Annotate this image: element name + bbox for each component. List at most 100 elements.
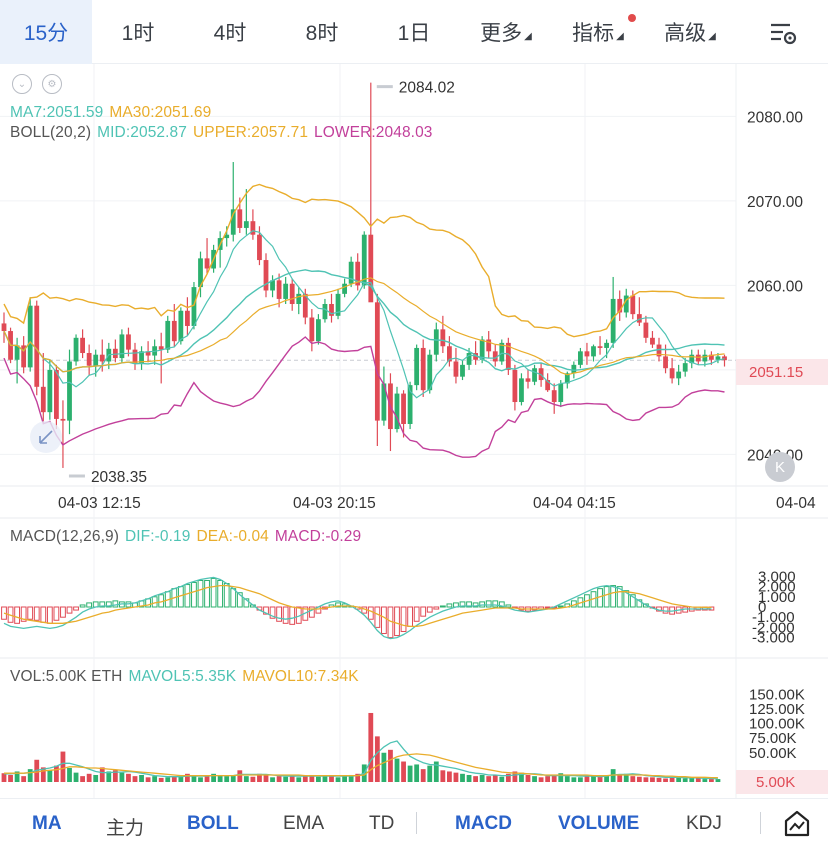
macd-bar bbox=[662, 606, 669, 614]
mavol5-label: MAVOL5:5.35K bbox=[128, 668, 237, 685]
candle-body bbox=[361, 234, 367, 286]
candle-body bbox=[185, 310, 190, 326]
candle-body bbox=[689, 354, 695, 364]
boll-upper-label: UPPER:2057.71 bbox=[193, 124, 309, 141]
macd-bar bbox=[446, 603, 453, 608]
macd-bar bbox=[498, 601, 505, 608]
candle-body bbox=[623, 295, 629, 313]
candle-body bbox=[512, 369, 518, 403]
ma30-label: MA30:2051.69 bbox=[109, 104, 212, 121]
volume-bar bbox=[152, 776, 158, 782]
macd-legend: MACD(12,26,9) DIF:-0.19 DEA:-0.04 MACD:-0.2… bbox=[10, 528, 367, 546]
indicator-volume[interactable]: VOLUME bbox=[558, 813, 640, 834]
candle-body bbox=[40, 386, 46, 413]
volume-bar bbox=[67, 767, 72, 782]
low-price-label: 2038.35 bbox=[91, 469, 147, 486]
volume-bar bbox=[545, 776, 551, 782]
macd-bar bbox=[223, 583, 230, 608]
volume-bar bbox=[381, 752, 387, 782]
volume-tick-label: 125.00K bbox=[749, 701, 805, 718]
indicator-boll[interactable]: BOLL bbox=[187, 813, 239, 834]
indicator-ma[interactable]: MA bbox=[32, 813, 62, 834]
macd-bar bbox=[485, 600, 492, 608]
volume-bar bbox=[27, 769, 33, 782]
macd-value-label: MACD:-0.29 bbox=[274, 528, 362, 545]
indicator-separator bbox=[416, 812, 417, 834]
candle-body bbox=[591, 346, 596, 357]
indicator-td[interactable]: TD bbox=[369, 813, 395, 834]
macd-bar bbox=[407, 606, 414, 627]
candle-body bbox=[132, 349, 138, 364]
collapse-chevron-icon[interactable]: ⌄ bbox=[12, 74, 32, 94]
volume-bar bbox=[329, 775, 334, 782]
indicator-ema[interactable]: EMA bbox=[283, 813, 325, 834]
candle-body bbox=[669, 368, 675, 379]
volume-bar bbox=[93, 774, 99, 782]
volume-bar bbox=[532, 776, 537, 782]
tab-label: 1时 bbox=[121, 21, 155, 45]
macd-bar bbox=[623, 590, 630, 608]
volume-bar bbox=[289, 774, 295, 782]
tab-5[interactable]: 更多 ◢ bbox=[460, 0, 552, 64]
volume-bar bbox=[460, 773, 465, 782]
k-button[interactable]: K bbox=[765, 452, 795, 482]
candle-body bbox=[532, 368, 537, 382]
volume-bar bbox=[270, 777, 275, 782]
candle-body bbox=[243, 221, 249, 228]
tab-label: 高级 bbox=[664, 21, 707, 45]
dif-label: DIF:-0.19 bbox=[124, 528, 191, 545]
tab-4[interactable]: 1日 bbox=[368, 0, 460, 64]
volume-bar bbox=[597, 776, 603, 782]
candle-body bbox=[401, 393, 406, 424]
indicator-main[interactable]: 主力 bbox=[106, 818, 145, 839]
candle-body bbox=[80, 337, 85, 354]
indicator-kdj[interactable]: KDJ bbox=[686, 813, 722, 834]
volume-bar bbox=[283, 776, 289, 782]
tab-0[interactable]: 15分 bbox=[0, 0, 92, 64]
volume-bar bbox=[119, 772, 125, 782]
indicator-macd[interactable]: MACD bbox=[455, 813, 512, 834]
candle-body bbox=[440, 329, 446, 347]
dif-line bbox=[3, 576, 712, 640]
tab-1[interactable]: 1时 bbox=[92, 0, 184, 64]
candle-body bbox=[453, 361, 459, 377]
candle-body bbox=[257, 234, 262, 261]
tab-label: 1日 bbox=[397, 21, 431, 45]
tab-3[interactable]: 8时 bbox=[276, 0, 368, 64]
volume-bar bbox=[145, 777, 151, 782]
macd-bar bbox=[616, 586, 623, 608]
mavol10-line bbox=[4, 753, 718, 779]
volume-bar bbox=[709, 779, 714, 782]
candle-body bbox=[682, 363, 688, 372]
tab-2[interactable]: 4时 bbox=[184, 0, 276, 64]
tab-settings-icon[interactable] bbox=[768, 18, 798, 48]
candle-body bbox=[21, 345, 27, 368]
drawing-tool-icon[interactable] bbox=[782, 809, 812, 839]
candle-body bbox=[224, 234, 230, 239]
candle-body bbox=[263, 260, 269, 291]
volume-bar bbox=[342, 776, 347, 782]
tab-6[interactable]: 指标 ◢ bbox=[552, 0, 644, 64]
tab-7[interactable]: 高级 ◢ bbox=[644, 0, 736, 64]
chart-settings-icon[interactable]: ⚙ bbox=[42, 74, 62, 94]
volume-bar bbox=[401, 761, 406, 782]
tab-label: 4时 bbox=[213, 21, 247, 45]
volume-bar bbox=[60, 751, 66, 782]
kline-chart[interactable]: 2080.002070.002060.002050.002040.002084.… bbox=[0, 64, 828, 798]
candle-body bbox=[296, 293, 302, 304]
candle-body bbox=[722, 356, 727, 361]
candle-body bbox=[60, 418, 66, 421]
candle-body bbox=[198, 258, 203, 288]
caret-icon: ◢ bbox=[616, 31, 624, 42]
volume-bar bbox=[276, 776, 282, 782]
volume-bar bbox=[243, 776, 249, 782]
tab-label: 指标 bbox=[572, 21, 615, 45]
candle-body bbox=[702, 354, 708, 362]
vol-label: VOL:5.00K ETH bbox=[10, 668, 123, 685]
volume-bar bbox=[178, 774, 184, 782]
volume-bar bbox=[158, 777, 164, 782]
candle-body bbox=[93, 354, 99, 366]
macd-bar bbox=[60, 606, 66, 618]
macd-bar bbox=[112, 600, 119, 608]
macd-tick-label: 3.000 bbox=[758, 568, 796, 585]
